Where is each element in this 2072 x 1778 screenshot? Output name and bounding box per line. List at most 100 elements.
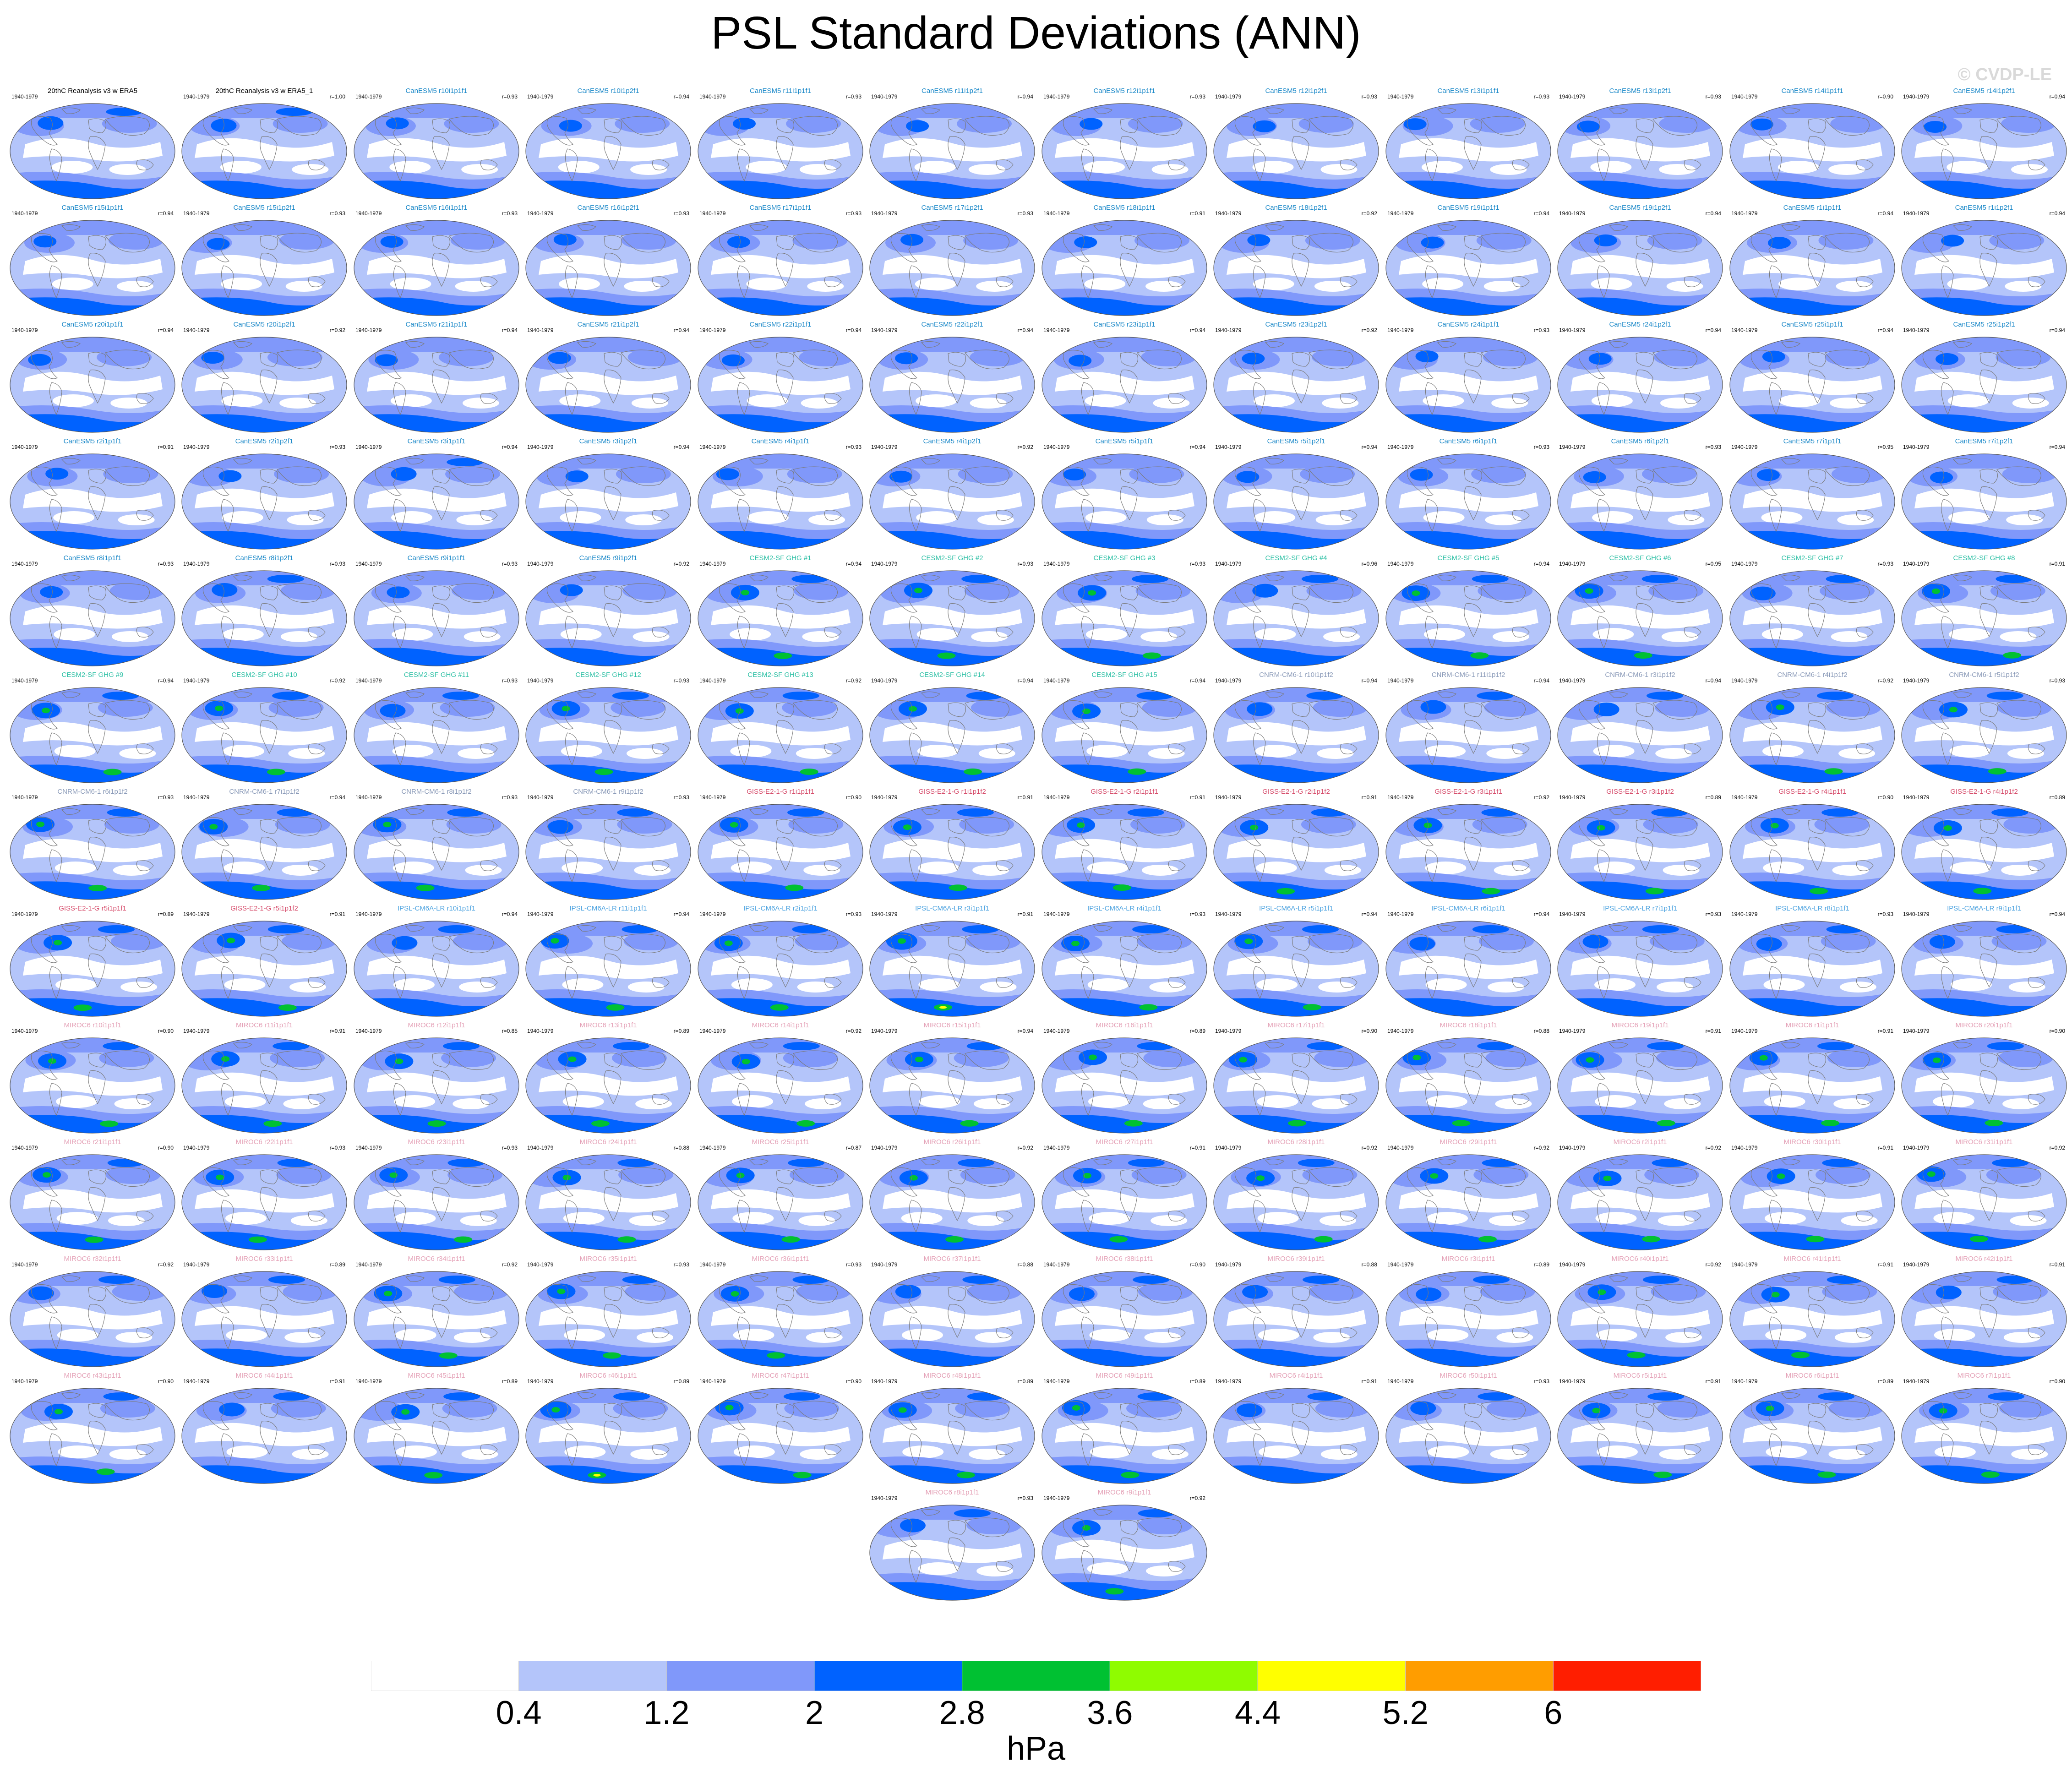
map-outline	[1213, 1037, 1379, 1134]
map-outline	[1385, 103, 1551, 199]
map-outline	[525, 804, 691, 900]
map-outline	[1213, 103, 1379, 199]
panel-correlation: r=0.91	[329, 1378, 345, 1385]
panel-period: 1940-1979	[355, 1261, 382, 1268]
panel-period: 1940-1979	[871, 1145, 898, 1151]
panel-title: GISS-E2-1-G r5i1p1f2	[230, 905, 298, 912]
colorbar	[371, 1661, 1701, 1691]
panel-title: MIROC6 r15i1p1f1	[923, 1021, 981, 1029]
map-outline	[1901, 921, 2067, 1017]
map-outline	[181, 570, 347, 666]
psl-stddev-map	[1729, 1388, 1895, 1484]
panel-correlation: r=0.94	[502, 444, 518, 450]
map-outline	[1385, 921, 1551, 1017]
map-outline	[1041, 220, 1207, 316]
map-panel: 1940-1979 CanESM5 r9i1p1f1 r=0.93	[351, 554, 522, 669]
map-outline	[1729, 337, 1895, 433]
panel-correlation: r=0.92	[1877, 677, 1893, 684]
psl-stddev-map	[354, 687, 519, 783]
panel-period: 1940-1979	[1043, 677, 1070, 684]
psl-stddev-map	[1557, 570, 1723, 666]
map-outline	[869, 1271, 1035, 1367]
panel-period: 1940-1979	[1559, 1145, 1586, 1151]
panel-period: 1940-1979	[1043, 561, 1070, 567]
panel-period: 1940-1979	[871, 1261, 898, 1268]
map-outline	[181, 103, 347, 199]
panel-correlation: r=0.93	[329, 1145, 345, 1151]
panel-period: 1940-1979	[1903, 327, 1930, 333]
panel-correlation: r=0.92	[1017, 444, 1033, 450]
panel-correlation: r=0.89	[1877, 1378, 1893, 1385]
map-panel: 1940-1979 CanESM5 r21i1p1f1 r=0.94	[351, 321, 522, 435]
psl-stddev-map	[1041, 1037, 1207, 1134]
panel-correlation: r=0.94	[2049, 93, 2065, 100]
map-panel: 1940-1979 IPSL-CM6A-LR r8i1p1f1 r=0.93	[1727, 905, 1898, 1019]
panel-correlation: r=0.91	[1189, 210, 1205, 217]
panel-title: MIROC6 r19i1p1f1	[1611, 1021, 1669, 1029]
map-panel: 1940-1979 CanESM5 r2i1p1f1 r=0.91	[7, 437, 178, 552]
panel-period: 1940-1979	[1215, 327, 1242, 333]
map-outline	[1213, 453, 1379, 550]
map-panel: 1940-1979 CanESM5 r4i1p2f1 r=0.92	[867, 437, 1038, 552]
map-panel: 1940-1979 MIROC6 r2i1p1f1 r=0.92	[1554, 1138, 1726, 1253]
psl-stddev-map	[10, 804, 175, 900]
panel-correlation: r=0.93	[1189, 93, 1205, 100]
map-outline	[1729, 1271, 1895, 1367]
panel-period: 1940-1979	[183, 911, 210, 917]
panel-period: 1940-1979	[183, 1261, 210, 1268]
panel-period: 1940-1979	[183, 677, 210, 684]
map-panel: 1940-1979 MIROC6 r24i1p1f1 r=0.88	[523, 1138, 694, 1253]
map-outline	[869, 804, 1035, 900]
map-outline	[1041, 687, 1207, 783]
colorbar-swatch	[518, 1661, 667, 1691]
panel-correlation: r=0.94	[1017, 327, 1033, 333]
map-panel: 1940-1979 MIROC6 r26i1p1f1 r=0.92	[867, 1138, 1038, 1253]
panel-title: MIROC6 r32i1p1f1	[64, 1255, 121, 1263]
map-outline	[1385, 337, 1551, 433]
colorbar-tick-label: 2.8	[939, 1695, 985, 1731]
psl-stddev-map	[1901, 453, 2067, 550]
colorbar-tick-label: 3.6	[1087, 1695, 1133, 1731]
panel-title: CESM2-SF GHG #11	[403, 671, 469, 679]
map-panel: 1940-1979 MIROC6 r18i1p1f1 r=0.88	[1383, 1021, 1554, 1136]
map-outline	[354, 921, 519, 1017]
map-panel: 1940-1979 CanESM5 r22i1p2f1 r=0.94	[867, 321, 1038, 435]
panel-title: CESM2-SF GHG #5	[1437, 554, 1499, 562]
map-panel: 1940-1979 CanESM5 r15i1p1f1 r=0.94	[7, 204, 178, 318]
map-panel: 1940-1979 CanESM5 r15i1p2f1 r=0.93	[179, 204, 350, 318]
psl-stddev-map	[354, 1388, 519, 1484]
psl-stddev-map	[1385, 1388, 1551, 1484]
panel-title: CanESM5 r8i1p2f1	[235, 554, 294, 562]
panel-correlation: r=0.90	[1361, 1028, 1377, 1034]
panel-correlation: r=0.94	[1189, 677, 1205, 684]
map-outline	[354, 570, 519, 666]
panel-period: 1940-1979	[527, 327, 554, 333]
map-outline	[1901, 103, 2067, 199]
map-outline	[354, 1037, 519, 1134]
map-outline	[1729, 1037, 1895, 1134]
panel-title: MIROC6 r2i1p1f1	[1613, 1138, 1667, 1146]
map-outline	[525, 687, 691, 783]
map-outline	[181, 1037, 347, 1134]
panel-period: 1940-1979	[1215, 210, 1242, 217]
panel-period: 1940-1979	[871, 911, 898, 917]
map-panel: 1940-1979 IPSL-CM6A-LR r10i1p1f1 r=0.94	[351, 905, 522, 1019]
psl-stddev-map	[1901, 921, 2067, 1017]
map-outline	[869, 1154, 1035, 1250]
map-outline	[1385, 220, 1551, 316]
panel-correlation: r=0.92	[329, 677, 345, 684]
psl-stddev-map	[1041, 453, 1207, 550]
panel-title: CanESM5 r10i1p2f1	[577, 87, 639, 95]
map-panel: 1940-1979 GISS-E2-1-G r3i1p1f2 r=0.89	[1554, 788, 1726, 902]
panel-title: CanESM5 r12i1p1f1	[1093, 87, 1156, 95]
panel-title: MIROC6 r23i1p1f1	[408, 1138, 465, 1146]
panel-correlation: r=0.91	[2049, 561, 2065, 567]
map-panel: 1940-1979 CanESM5 r6i1p1f1 r=0.93	[1383, 437, 1554, 552]
colorbar-tick-label: 6	[1544, 1695, 1563, 1731]
panel-period: 1940-1979	[1215, 444, 1242, 450]
panel-period: 1940-1979	[699, 444, 726, 450]
psl-stddev-map	[698, 1037, 863, 1134]
psl-stddev-map	[181, 1154, 347, 1250]
psl-stddev-map	[10, 220, 175, 316]
map-outline	[181, 687, 347, 783]
